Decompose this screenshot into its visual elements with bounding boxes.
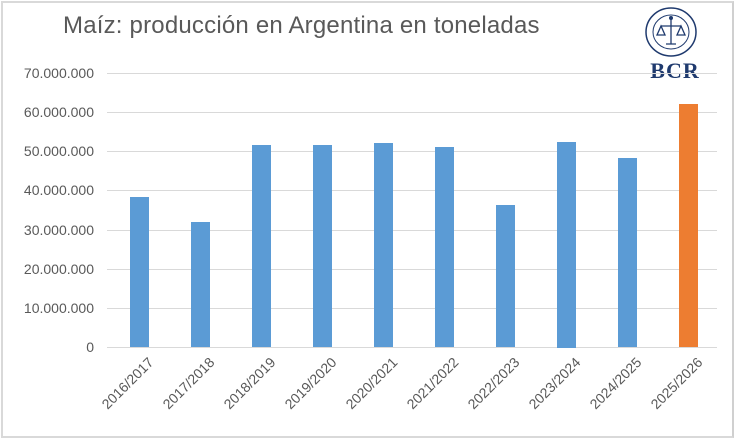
bar-2021-2022 bbox=[435, 147, 454, 347]
y-tick-label: 20.000.000 bbox=[23, 261, 94, 277]
bar-2025-2026 bbox=[679, 104, 698, 347]
gridline bbox=[107, 112, 717, 113]
gridline bbox=[107, 347, 717, 348]
bcr-logo-text: BCR bbox=[650, 58, 700, 83]
gridline bbox=[107, 190, 717, 191]
gridline bbox=[107, 269, 717, 270]
bar-2019-2020 bbox=[313, 145, 332, 347]
y-tick-label: 60.000.000 bbox=[23, 104, 94, 120]
bar-2022-2023 bbox=[496, 205, 515, 347]
bar-2020-2021 bbox=[374, 143, 393, 347]
gridline bbox=[107, 151, 717, 152]
bar-2023-2024 bbox=[557, 142, 576, 348]
gridline bbox=[107, 230, 717, 231]
chart-title: Maíz: producción en Argentina en tonelad… bbox=[63, 12, 540, 39]
y-tick-label: 70.000.000 bbox=[23, 65, 94, 81]
bar-2016-2017 bbox=[130, 197, 149, 347]
bar-2018-2019 bbox=[252, 145, 271, 347]
y-tick-label: 30.000.000 bbox=[23, 222, 94, 238]
gridline bbox=[107, 73, 717, 74]
gridline bbox=[107, 308, 717, 309]
bar-2024-2025 bbox=[618, 158, 637, 347]
bar-2017-2018 bbox=[191, 222, 210, 347]
y-tick-label: 0 bbox=[86, 339, 94, 355]
y-tick-label: 40.000.000 bbox=[23, 182, 94, 198]
bcr-logo: BCR bbox=[638, 6, 714, 83]
bcr-seal-icon bbox=[645, 7, 697, 57]
y-tick-label: 10.000.000 bbox=[23, 300, 94, 316]
y-tick-label: 50.000.000 bbox=[23, 143, 94, 159]
